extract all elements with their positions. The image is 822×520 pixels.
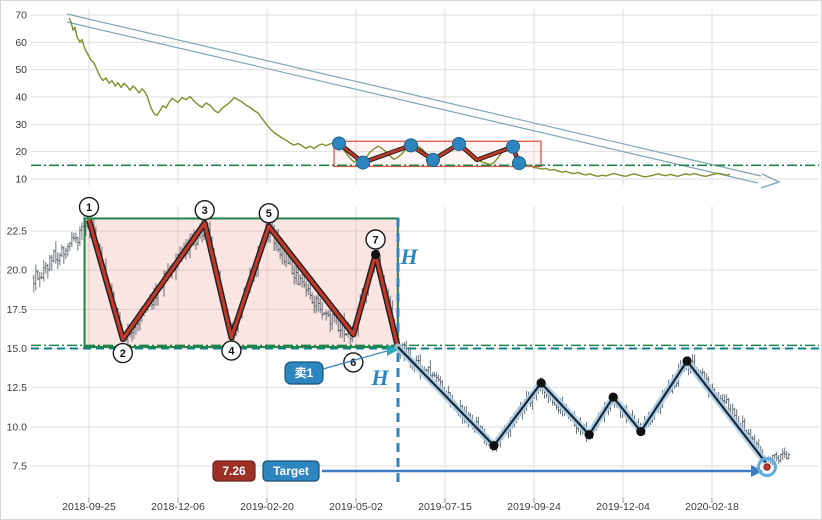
x-axis-label: 2019-05-02: [329, 501, 383, 513]
x-axis-label: 2018-09-25: [62, 501, 116, 513]
weekly-overview-panel: [31, 13, 819, 189]
swing-number-4: 4: [221, 340, 242, 361]
target-bullseye-center: [763, 463, 771, 471]
trend-channel-line: [66, 13, 762, 177]
swing-dot: [536, 378, 546, 388]
pivot-dot-top: [512, 156, 526, 171]
swing-dot: [682, 356, 692, 366]
x-axis-label: 2019-09-24: [507, 501, 561, 513]
pivot-dot-top: [426, 152, 440, 167]
swing-dot: [608, 392, 618, 402]
swing-number-text: 5: [266, 208, 272, 220]
swing-number-circle: [78, 196, 100, 218]
target-price-badge[interactable]: 7.26: [212, 460, 256, 482]
y-axis-label-top: 70: [15, 10, 27, 22]
swing-dot: [584, 430, 594, 440]
swing-number-text: 3: [202, 205, 208, 217]
pivot-dot-top: [332, 136, 346, 151]
swing-number-text: 2: [120, 348, 126, 360]
swing-number-5: 5: [258, 203, 279, 224]
swing-number-6: 6: [343, 352, 364, 373]
target-badge[interactable]: Target: [262, 460, 320, 482]
trend-channel-line: [66, 21, 759, 184]
swing-number-7: 7: [365, 229, 386, 250]
y-axis-label-bottom: 17.5: [7, 304, 28, 316]
pivot-dot-top: [452, 137, 466, 152]
x-axis-label: 2018-12-06: [151, 501, 205, 513]
swing-number-3: 3: [194, 199, 215, 221]
y-axis-label-top: 40: [15, 91, 27, 103]
swing-number-text: 4: [228, 345, 235, 357]
y-axis-label-top: 30: [15, 119, 27, 131]
y-axis-label-top: 50: [15, 64, 27, 76]
sell-signal-badge[interactable]: 卖1: [284, 361, 324, 385]
swing-number-circle: [343, 352, 364, 373]
swing-number-circle: [365, 229, 386, 250]
y-axis-label-bottom: 15.0: [7, 343, 28, 355]
swing-number-2: 2: [112, 342, 134, 364]
target-bullseye-outer: [757, 457, 777, 477]
x-axis-label: 2020-02-18: [685, 501, 739, 513]
height-label: H: [399, 244, 418, 269]
y-axis-label-bottom: 20.0: [7, 265, 28, 277]
x-axis-label: 2019-02-20: [240, 501, 294, 513]
weekly-price-line: [68, 17, 731, 178]
y-axis-label-bottom: 12.5: [7, 382, 28, 394]
target-price-label: 7.26: [222, 464, 246, 478]
sell-signal-label: 卖1: [295, 365, 314, 380]
swing-dot: [636, 426, 646, 437]
zigzag-pattern: [87, 219, 400, 348]
pivot-dot-top: [356, 155, 370, 170]
swing-number-circle: [112, 342, 134, 364]
swing-number-text: 7: [373, 234, 379, 246]
pivot-dot-top: [404, 138, 418, 153]
swing-number-text: 6: [350, 357, 356, 369]
swing-number-text: 1: [86, 202, 92, 214]
swing-dot: [370, 249, 381, 260]
pivot-dot-top: [506, 139, 520, 154]
height-label: H: [370, 365, 389, 390]
target-label: Target: [273, 464, 309, 478]
swing-number-circle: [258, 203, 279, 224]
x-axis-label: 2019-07-15: [418, 501, 472, 513]
swing-dot: [489, 441, 499, 451]
swing-number-circle: [221, 340, 242, 361]
y-axis-label-top: 20: [15, 146, 27, 158]
daily-detail-panel: 1 2 3 4 5 6 7 H H 卖1 7.26 Target: [31, 196, 819, 485]
y-axis-label-top: 10: [15, 173, 27, 185]
y-axis-label-bottom: 10.0: [7, 421, 28, 433]
y-axis-label-bottom: 22.5: [7, 226, 28, 238]
target-arrowhead-icon: [751, 465, 763, 477]
y-axis-label-bottom: 7.5: [12, 461, 27, 473]
x-axis-label: 2019-12-04: [596, 501, 650, 513]
swing-number-circle: [194, 199, 215, 221]
breakdown-marker-icon: [387, 344, 398, 356]
projection-path: [397, 346, 769, 466]
trend-arrow-icon: [760, 173, 781, 189]
swing-number-1: 1: [78, 196, 100, 218]
sell-badge-connector: [322, 350, 388, 370]
y-axis-label-top: 60: [15, 37, 27, 49]
